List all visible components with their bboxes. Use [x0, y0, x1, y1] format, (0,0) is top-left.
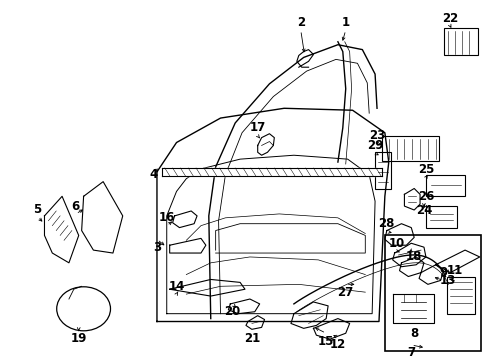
- Text: 12: 12: [329, 338, 346, 351]
- Bar: [443, 28, 477, 55]
- Text: 14: 14: [168, 280, 184, 293]
- Text: 6: 6: [72, 199, 80, 213]
- Text: 5: 5: [34, 203, 41, 216]
- Text: 27: 27: [337, 286, 353, 299]
- Bar: [425, 206, 456, 228]
- Text: 25: 25: [417, 163, 433, 176]
- Text: 10: 10: [387, 237, 404, 250]
- Text: 26: 26: [417, 190, 433, 203]
- Text: 20: 20: [224, 305, 240, 318]
- Text: 24: 24: [415, 204, 431, 217]
- Text: 13: 13: [438, 274, 455, 287]
- Text: 22: 22: [441, 12, 458, 25]
- Text: 11: 11: [446, 264, 463, 277]
- Text: 2: 2: [296, 16, 304, 29]
- Bar: [384, 235, 480, 351]
- Bar: [381, 136, 438, 161]
- Text: 23: 23: [368, 129, 385, 142]
- Text: 1: 1: [341, 16, 349, 29]
- Text: 16: 16: [158, 211, 175, 224]
- Text: 29: 29: [366, 139, 383, 152]
- Bar: [425, 175, 464, 196]
- Bar: [447, 276, 474, 314]
- Text: 4: 4: [150, 168, 158, 181]
- Text: 15: 15: [317, 334, 334, 347]
- Text: 17: 17: [249, 121, 265, 134]
- Text: 19: 19: [70, 332, 87, 345]
- Text: 21: 21: [243, 332, 260, 345]
- Text: 9: 9: [439, 266, 447, 279]
- Text: 18: 18: [405, 251, 422, 264]
- Text: 8: 8: [409, 327, 417, 340]
- Text: 28: 28: [378, 217, 394, 230]
- Bar: [374, 152, 390, 189]
- Text: 3: 3: [153, 241, 161, 254]
- Text: 7: 7: [407, 346, 414, 359]
